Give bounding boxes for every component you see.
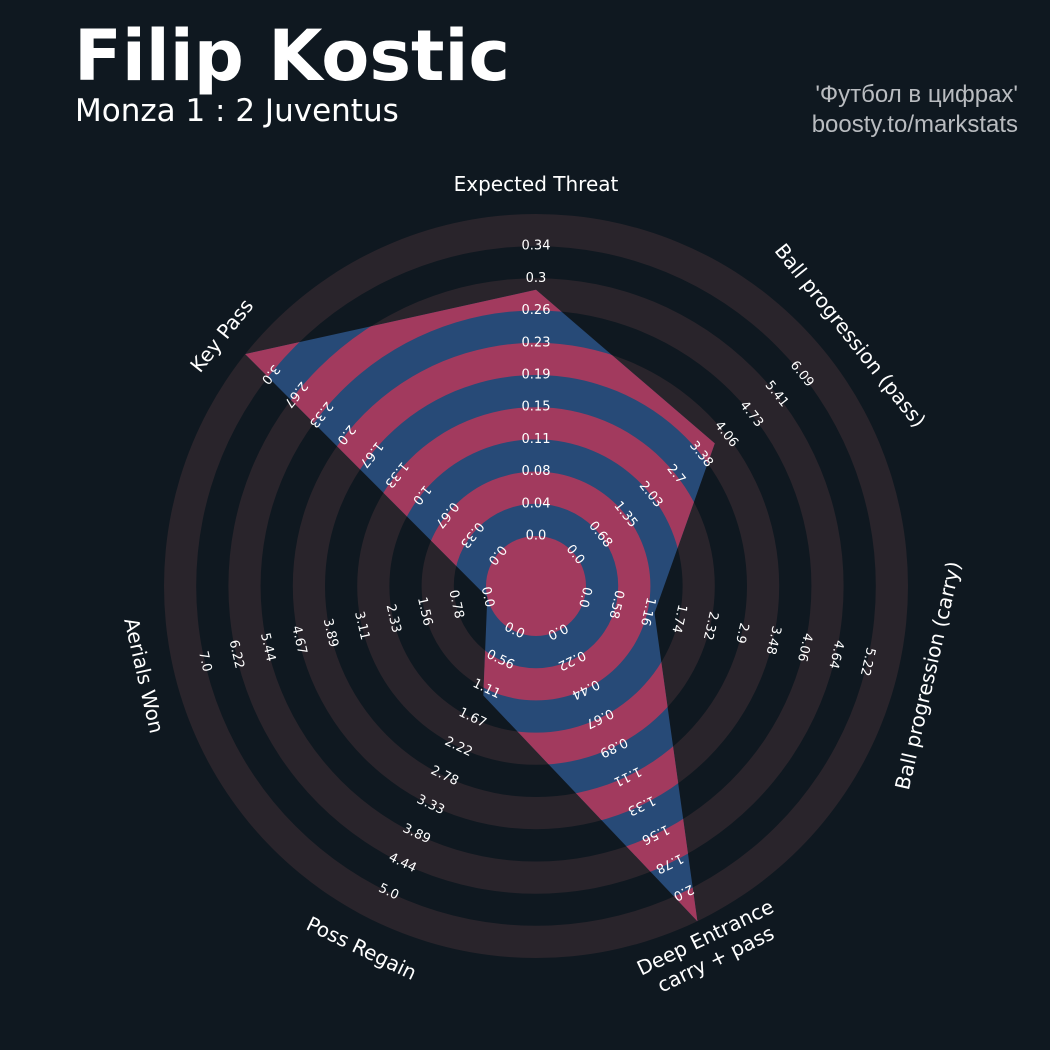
tick-label: 0.19: [522, 368, 551, 383]
radar-center: [486, 536, 586, 636]
credit-channel: 'Футбол в цифрах': [815, 81, 1018, 108]
tick-label: 0.34: [522, 239, 551, 254]
tick-label: 0.0: [526, 529, 547, 544]
tick-label: 3.11: [351, 610, 372, 642]
tick-label: 1.56: [414, 596, 435, 628]
tick-label: 1.74: [668, 603, 689, 635]
match-subtitle: Monza 1 : 2 Juventus: [75, 93, 399, 129]
tick-label: 2.33: [383, 603, 404, 635]
tick-label: 4.64: [825, 639, 846, 671]
tick-label: 0.26: [522, 303, 551, 318]
tick-label: 0.04: [522, 496, 551, 511]
tick-label: 5.44: [257, 632, 278, 664]
tick-label: 5.22: [857, 646, 878, 678]
tick-label: 4.67: [288, 624, 309, 656]
param-label: Expected Threat: [454, 172, 619, 196]
player-name: Filip Kostic: [74, 15, 510, 97]
tick-label: 0.08: [522, 464, 551, 479]
tick-label: 1.16: [637, 596, 658, 628]
tick-label: 3.89: [320, 617, 341, 649]
tick-label: 6.22: [226, 639, 247, 671]
credit-block: 'Футбол в цифрах' boosty.to/markstats: [812, 80, 1018, 140]
tick-label: 0.11: [522, 432, 551, 447]
tick-label: 0.0: [575, 585, 594, 609]
tick-label: 0.3: [526, 271, 547, 286]
tick-label: 0.78: [445, 589, 466, 621]
tick-label: 7.0: [195, 650, 214, 674]
tick-label: 4.06: [794, 632, 815, 664]
credit-url: boosty.to/markstats: [811, 111, 1018, 138]
tick-label: 0.23: [522, 335, 551, 350]
tick-label: 2.32: [700, 610, 721, 642]
tick-label: 3.48: [763, 624, 784, 656]
tick-label: 0.15: [522, 400, 551, 415]
tick-label: 0.58: [606, 589, 627, 621]
tick-label: 2.9: [732, 621, 751, 645]
tick-label: 0.0: [478, 585, 497, 609]
param-label: Aerials Won: [119, 616, 169, 736]
